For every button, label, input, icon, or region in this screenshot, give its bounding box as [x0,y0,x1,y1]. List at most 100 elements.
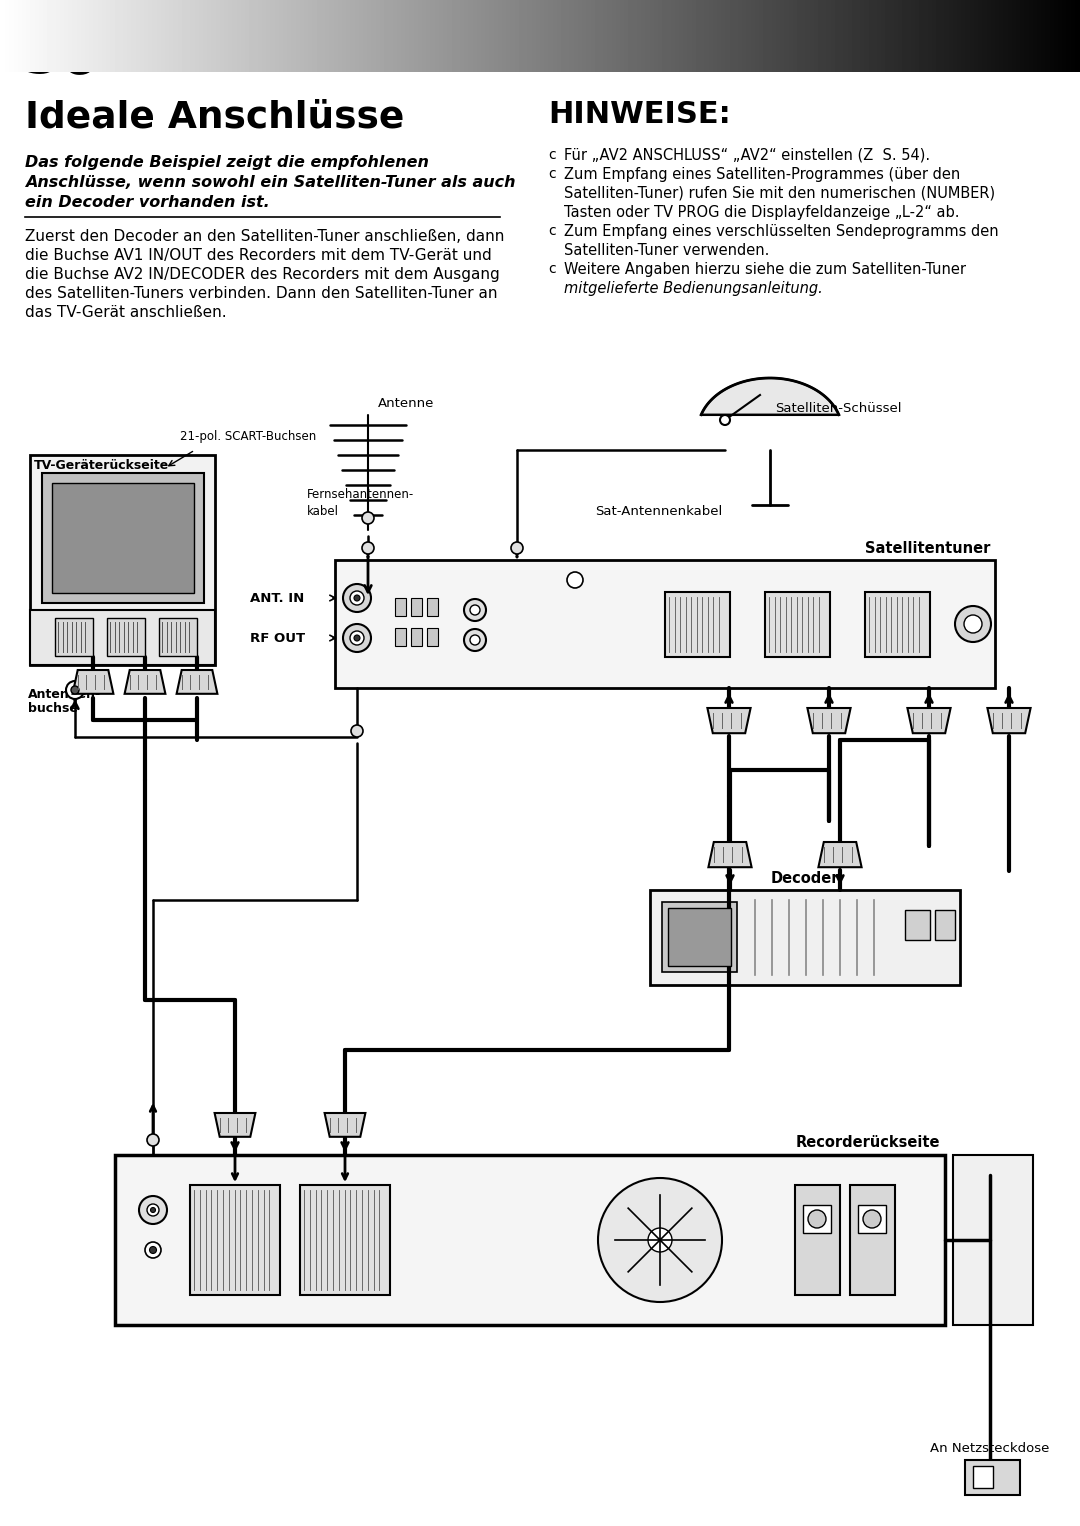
Bar [335,560,995,688]
Text: Für „AV2 ANSCHLUSS“ „AV2“ einstellen (Z  S. 54).: Für „AV2 ANSCHLUSS“ „AV2“ einstellen (Z … [564,148,930,163]
Circle shape [955,606,991,642]
Text: 56: 56 [22,31,99,85]
Text: Anschlüsse, wenn sowohl ein Satelliten-Tuner als auch: Anschlüsse, wenn sowohl ein Satelliten-T… [25,175,515,191]
Bar [662,902,737,972]
Text: die Buchse AV2 IN/DECODER des Recorders mit dem Ausgang: die Buchse AV2 IN/DECODER des Recorders … [25,267,500,282]
Text: DE: DE [85,47,123,72]
Circle shape [147,1204,159,1216]
Text: Antenne: Antenne [378,397,434,410]
Polygon shape [124,670,165,694]
Bar [395,629,406,645]
Text: Decoder: Decoder [771,871,839,887]
Bar [55,618,93,656]
Circle shape [350,591,364,604]
Bar [411,598,422,617]
Text: Satelliten-Tuner verwenden.: Satelliten-Tuner verwenden. [564,243,769,258]
Polygon shape [708,842,752,867]
Circle shape [464,629,486,652]
Bar [300,1186,390,1296]
Circle shape [354,595,360,601]
Bar [665,592,730,658]
Circle shape [343,624,372,652]
Bar [858,1206,886,1233]
Text: HINWEISE:: HINWEISE: [548,101,731,130]
Polygon shape [701,378,839,415]
Bar [411,629,422,645]
Text: das TV-Gerät anschließen.: das TV-Gerät anschließen. [25,305,227,320]
Text: Zum Empfang eines Satelliten-Programmes (über den: Zum Empfang eines Satelliten-Programmes … [564,166,960,182]
Text: 21-pol. SCART-Buchsen: 21-pol. SCART-Buchsen [180,430,316,443]
Circle shape [147,1134,159,1146]
Text: ANT. IN: ANT. IN [249,592,305,604]
Text: Zum Empfang eines verschlüsselten Sendeprogramms den: Zum Empfang eines verschlüsselten Sendep… [564,224,999,240]
Bar [650,890,960,984]
Bar [114,1155,945,1325]
Circle shape [354,635,360,641]
Bar [765,592,831,658]
Text: An Netzsteckdose: An Netzsteckdose [930,1442,1050,1454]
Text: Zuerst den Decoder an den Satelliten-Tuner anschließen, dann: Zuerst den Decoder an den Satelliten-Tun… [25,229,504,244]
Bar [190,1186,280,1296]
Circle shape [964,615,982,633]
Bar [427,629,438,645]
Text: Tasten oder TV PROG die Displayfeldanzeige „L-2“ ab.: Tasten oder TV PROG die Displayfeldanzei… [564,204,959,220]
Bar [42,473,204,603]
Circle shape [648,1228,672,1251]
Text: Recorderückseite: Recorderückseite [796,1135,940,1151]
Text: Das folgende Beispiel zeigt die empfohlenen: Das folgende Beispiel zeigt die empfohle… [25,156,429,169]
Bar [850,1186,895,1296]
Bar [905,909,930,940]
Text: die Buchse AV1 IN/OUT des Recorders mit dem TV-Gerät und: die Buchse AV1 IN/OUT des Recorders mit … [25,249,491,262]
Polygon shape [72,670,113,694]
Polygon shape [808,708,851,732]
Text: SYSTEM ANSCHLÜSSE (Forts.): SYSTEM ANSCHLÜSSE (Forts.) [570,35,1058,66]
Circle shape [149,1247,157,1253]
Text: c: c [548,224,555,238]
Circle shape [343,584,372,612]
Circle shape [720,415,730,426]
Circle shape [145,1242,161,1257]
Circle shape [511,542,523,554]
Bar [973,1466,993,1488]
Bar [795,1186,840,1296]
Bar [52,484,194,594]
Circle shape [362,542,374,554]
Bar [804,1206,831,1233]
Polygon shape [987,708,1030,732]
Text: kabel: kabel [307,505,339,517]
Text: ein Decoder vorhanden ist.: ein Decoder vorhanden ist. [25,195,270,211]
Text: TV-Geräterückseite: TV-Geräterückseite [33,459,170,472]
Bar [427,598,438,617]
Text: Satelliten-Tuner) rufen Sie mit den numerischen (NUMBER): Satelliten-Tuner) rufen Sie mit den nume… [564,186,995,201]
Circle shape [470,604,480,615]
Circle shape [598,1178,723,1302]
Circle shape [150,1207,156,1213]
Text: Antennen-: Antennen- [28,688,102,700]
Polygon shape [707,708,751,732]
Circle shape [139,1196,167,1224]
Circle shape [71,687,79,694]
Circle shape [808,1210,826,1228]
Bar [669,908,731,966]
Polygon shape [819,842,862,867]
Text: c: c [548,148,555,162]
Bar [159,618,197,656]
Circle shape [350,630,364,645]
Bar [935,909,955,940]
Bar [30,610,215,665]
Bar [30,455,215,665]
Bar [865,592,930,658]
Circle shape [567,572,583,588]
Polygon shape [907,708,950,732]
Text: c: c [548,262,555,276]
Text: buchse: buchse [28,702,78,716]
Text: Satellitentuner: Satellitentuner [865,542,990,555]
Bar [966,1460,1020,1495]
Circle shape [464,600,486,621]
Circle shape [66,681,84,699]
Text: RF OUT: RF OUT [249,632,306,644]
Text: Sat-Antennenkabel: Sat-Antennenkabel [595,505,723,517]
Polygon shape [325,1112,365,1137]
Text: c: c [548,166,555,182]
Circle shape [362,513,374,523]
